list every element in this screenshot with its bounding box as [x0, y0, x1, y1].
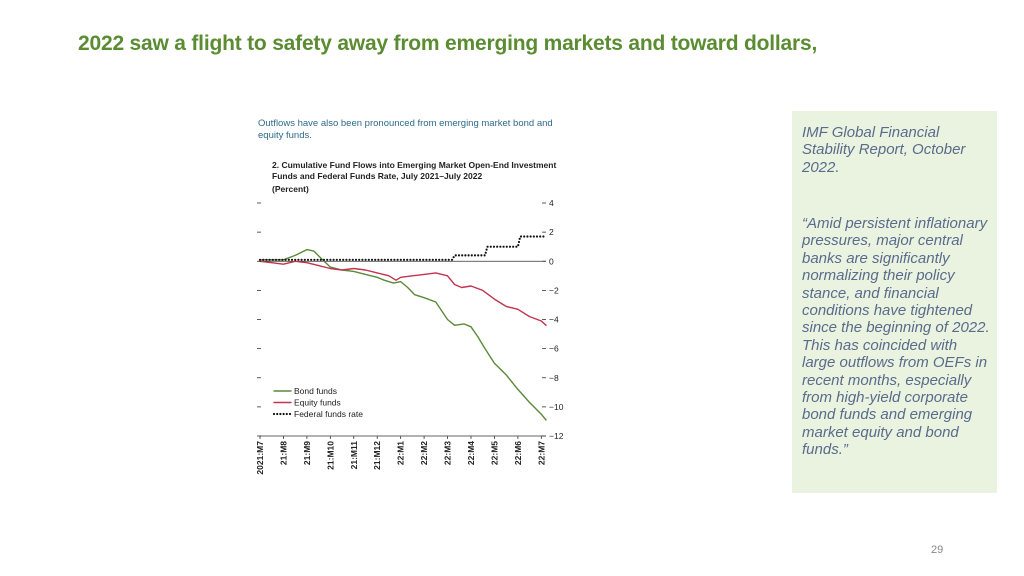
chart-figure: Outflows have also been pronounced from …	[252, 112, 582, 490]
quote-text: “Amid persistent inflationary pressures,…	[802, 215, 990, 459]
y-tick-label: 2	[549, 227, 554, 237]
series-bond-funds	[259, 248, 547, 421]
y-tick-label: −10	[549, 402, 564, 412]
x-tick-label: 22:M7	[536, 441, 546, 465]
y-tick-label: −6	[549, 344, 559, 354]
chart-subtitle: (Percent)	[272, 184, 309, 194]
chart-intro: Outflows have also been pronounced from …	[258, 118, 553, 141]
chart-title: 2. Cumulative Fund Flows into Emerging M…	[272, 160, 557, 181]
x-tick-label: 21:M12	[372, 441, 382, 470]
line-chart: 4 2 0 −2 −4 −6 −8 −10 −12 2021:M7 21:M8 21:M9 21:M10…	[255, 198, 564, 475]
y-tick-label: −8	[549, 373, 559, 383]
slide-title: 2022 saw a flight to safety away from em…	[78, 32, 818, 55]
x-tick-label: 22:M3	[443, 441, 453, 465]
legend-label: Federal funds rate	[294, 409, 363, 419]
x-tick-label: 21:M11	[349, 441, 359, 470]
x-tick-label: 22:M5	[489, 441, 499, 465]
x-tick-label: 21:M9	[302, 441, 312, 465]
x-tick-label: 22:M6	[513, 441, 523, 465]
legend-label: Bond funds	[294, 386, 337, 396]
y-tick-label: −12	[549, 431, 564, 441]
y-tick-label: 4	[549, 198, 554, 208]
y-tick-label: −2	[549, 285, 559, 295]
legend-label: Equity funds	[294, 398, 341, 408]
x-tick-label: 2021:M7	[255, 441, 265, 475]
series-equity-funds	[259, 260, 547, 326]
x-tick-label: 22:M4	[466, 441, 476, 465]
y-tick-label: 0	[549, 256, 554, 266]
x-tick-label: 22:M1	[396, 441, 406, 465]
x-tick-label: 22:M2	[419, 441, 429, 465]
quote-box: IMF Global Financial Stability Report, O…	[792, 111, 997, 493]
x-tick-label: 21:M10	[325, 441, 335, 470]
quote-source: IMF Global Financial Stability Report, O…	[802, 124, 966, 176]
page-number: 29	[931, 544, 944, 556]
y-tick-label: −4	[549, 315, 559, 325]
series-federal-funds-rate	[258, 235, 548, 261]
x-tick-label: 21:M8	[278, 441, 288, 465]
